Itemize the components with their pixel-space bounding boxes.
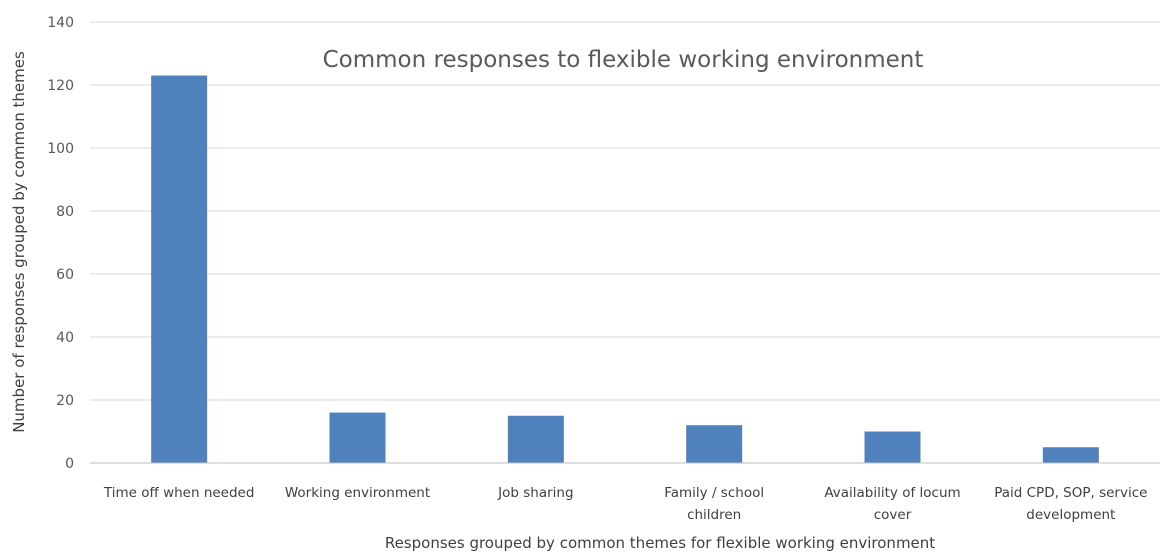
x-tick-label: Availability of locum cover <box>824 485 960 523</box>
x-tick-label-line: Paid CPD, SOP, service <box>994 485 1147 501</box>
y-tick-label: 80 <box>56 204 74 220</box>
bar <box>1042 447 1099 463</box>
bar <box>864 431 921 463</box>
x-tick-label-line: Family / school <box>664 485 764 501</box>
x-tick-label-line: Working environment <box>285 485 430 501</box>
x-tick-label-line: Job sharing <box>497 485 573 501</box>
x-tick-label: Job sharing <box>497 485 573 501</box>
y-axis-ticks: 0 20 40 60 80 100 120 140 <box>47 15 74 472</box>
x-axis-ticks: Time off when needed Working environment J… <box>103 485 1148 523</box>
y-tick-label: 40 <box>56 330 74 346</box>
x-tick-label-line: Time off when needed <box>103 485 255 501</box>
bar <box>151 75 208 464</box>
x-tick-label: Paid CPD, SOP, service development <box>994 485 1147 523</box>
x-tick-label-line: development <box>1026 507 1115 523</box>
y-tick-label: 60 <box>56 267 74 283</box>
gridlines <box>90 21 1160 401</box>
y-tick-label: 0 <box>65 456 74 472</box>
x-tick-label: Family / school children <box>664 485 764 523</box>
y-tick-label: 100 <box>47 141 74 157</box>
bar <box>507 415 564 463</box>
x-tick-label-line: Availability of locum <box>824 485 960 501</box>
bar <box>686 425 743 463</box>
x-tick-label-line: children <box>687 507 741 523</box>
x-axis-title: Responses grouped by common themes for f… <box>385 534 935 552</box>
x-tick-label: Working environment <box>285 485 430 501</box>
y-axis-title: Number of responses grouped by common th… <box>10 51 28 433</box>
chart-title: Common responses to flexible working env… <box>323 47 924 73</box>
y-tick-label: 20 <box>56 393 74 409</box>
x-tick-label: Time off when needed <box>103 485 255 501</box>
y-tick-label: 140 <box>47 15 74 31</box>
bar <box>329 412 386 463</box>
bars <box>151 75 1099 464</box>
y-tick-label: 120 <box>47 78 74 94</box>
x-tick-label-line: cover <box>874 507 912 523</box>
